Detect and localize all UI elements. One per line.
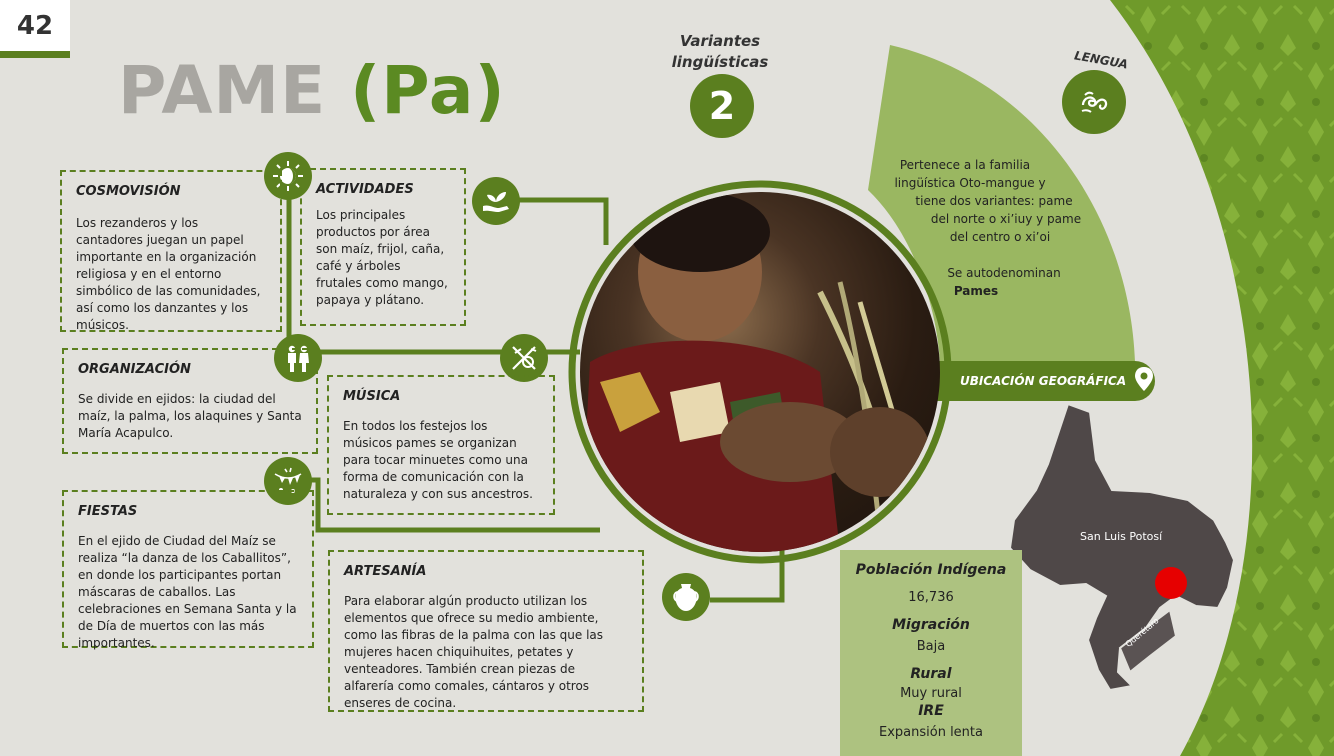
ubicacion-label: UBICACIÓN GEOGRÁFICA xyxy=(960,374,1127,388)
organizacion-title: ORGANIZACIÓN xyxy=(78,362,191,377)
variants-count: 2 xyxy=(708,84,736,128)
variants-label-line2: lingüísticas xyxy=(671,53,769,71)
variants-count-badge: 2 xyxy=(690,74,754,138)
actividades-box: ACTIVIDADES Los principales productos po… xyxy=(300,168,466,326)
lengua-line5: del centro o xi’oi xyxy=(949,230,1051,244)
lengua-line1: Pertenece a la familia xyxy=(899,158,1031,172)
rural-value: Muy rural xyxy=(900,686,962,701)
title-name: PAME xyxy=(118,52,327,129)
organizacion-box: ORGANIZACIÓN Se divide en ejidos: la ciu… xyxy=(62,348,318,454)
poblacion-value: 16,736 xyxy=(908,590,954,605)
title-code: (Pa) xyxy=(350,52,506,129)
lengua-line6: Se autodenominan xyxy=(947,266,1061,280)
musica-text: En todos los festejos los músicos pames … xyxy=(343,419,533,501)
cosmovision-box: COSMOVISIÓN Los rezanderos y los cantado… xyxy=(60,170,282,332)
state-map xyxy=(1008,402,1236,690)
artesania-title: ARTESANÍA xyxy=(344,564,427,579)
rural-label: Rural xyxy=(910,666,952,682)
actividades-text: Los principales productos por área son m… xyxy=(316,208,448,307)
ubicacion-bar: UBICACIÓN GEOGRÁFICA xyxy=(930,361,1155,401)
music-instruments-icon xyxy=(500,334,548,382)
lengua-description: Pertenece a la familia lingüística Oto-m… xyxy=(860,156,1100,300)
fiestas-box: FIESTAS En el ejido de Ciudad del Maíz s… xyxy=(62,490,314,650)
cosmovision-text: Los rezanderos y los cantadores juegan u… xyxy=(76,216,261,332)
variants-label-line1: Variantes xyxy=(679,32,761,50)
woman-weaving-photo xyxy=(580,192,940,552)
lengua-line2: lingüística Oto-mangue y xyxy=(894,176,1046,190)
organizacion-text: Se divide en ejidos: la ciudad del maíz,… xyxy=(78,392,302,440)
ire-value: Expansión lenta xyxy=(879,725,983,740)
variants-label: Variantes lingüísticas xyxy=(640,31,800,73)
migracion-label: Migración xyxy=(892,617,970,633)
musica-title: MÚSICA xyxy=(343,389,401,404)
ire-label: IRE xyxy=(918,703,944,719)
fiestas-title: FIESTAS xyxy=(78,504,138,519)
hands-plant-icon xyxy=(472,177,520,225)
poblacion-panel: Población Indígena 16,736 Migración Baja… xyxy=(840,550,1022,756)
artesania-text: Para elaborar algún producto utilizan lo… xyxy=(344,594,604,710)
location-pin-icon xyxy=(1134,366,1154,396)
migracion-value: Baja xyxy=(916,639,946,654)
actividades-title: ACTIVIDADES xyxy=(316,182,414,197)
musica-box: MÚSICA En todos los festejos los músicos… xyxy=(327,375,555,515)
page-title: PAME (Pa) xyxy=(118,52,506,129)
sun-moon-icon xyxy=(264,152,312,200)
cosmovision-title: COSMOVISIÓN xyxy=(76,184,181,199)
lengua-line7: Pames xyxy=(953,284,999,298)
lengua-sector xyxy=(868,45,1135,362)
swirl-icon xyxy=(1062,70,1126,134)
lengua-line4: del norte o xi’iuy y pame xyxy=(930,212,1082,226)
poblacion-title: Población Indígena xyxy=(855,562,1007,578)
map-state-label: San Luis Potosí xyxy=(1080,530,1163,543)
page-number: 42 xyxy=(0,0,70,58)
jar-icon xyxy=(662,573,710,621)
lengua-line3: tiene dos variantes: pame xyxy=(915,194,1073,208)
artesania-box: ARTESANÍA Para elaborar algún producto u… xyxy=(328,550,644,712)
fiestas-text: En el ejido de Ciudad del Maíz se realiz… xyxy=(78,534,297,650)
